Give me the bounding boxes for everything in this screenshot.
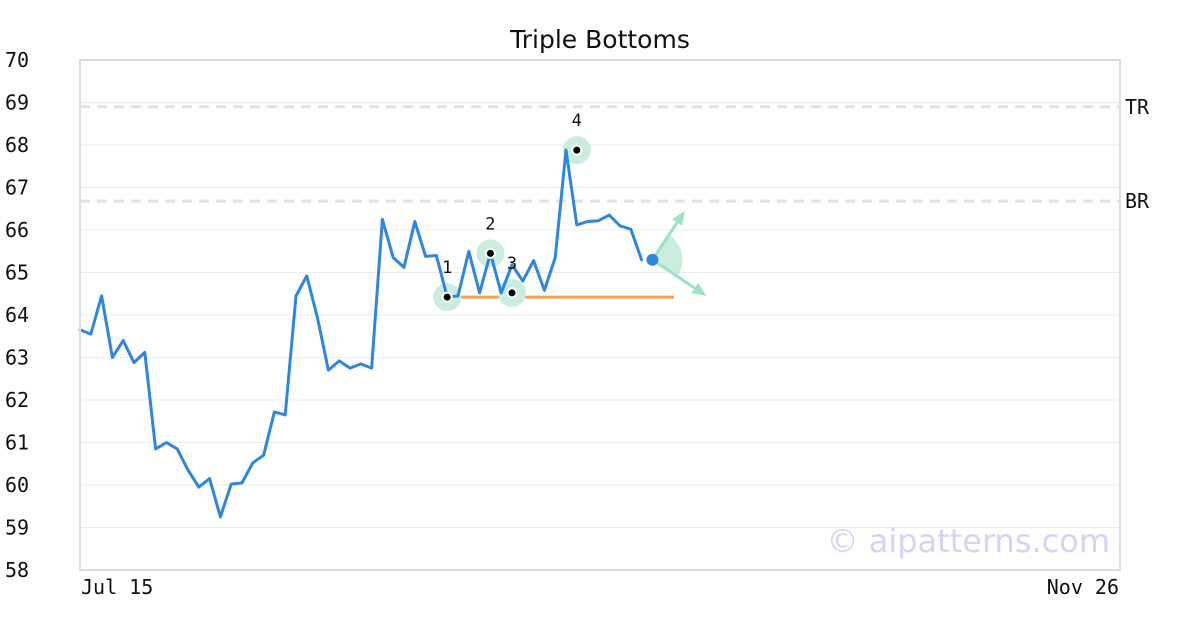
watermark: © aipatterns.com xyxy=(827,522,1110,560)
y-tick-label: 61 xyxy=(5,431,29,455)
direction-arrow-shaft xyxy=(651,258,696,290)
reference-line-label: TR xyxy=(1125,95,1150,119)
pattern-point-dot xyxy=(573,146,581,154)
y-tick-label: 62 xyxy=(5,388,29,412)
direction-wedge xyxy=(652,234,683,277)
reference-line-label: BR xyxy=(1125,189,1150,213)
y-axis-ticks: 70 69 68 67 66 65 64 63 62 61 60 59 58 xyxy=(5,48,29,582)
y-tick-label: 64 xyxy=(5,303,29,327)
current-price-point xyxy=(646,253,659,266)
x-tick-label: Nov 26 xyxy=(1047,575,1119,599)
y-tick-label: 68 xyxy=(5,133,29,157)
direction-arrow-head xyxy=(691,283,707,296)
price-series-layer xyxy=(78,148,644,519)
y-tick-label: 69 xyxy=(5,91,29,115)
y-tick-label: 58 xyxy=(5,558,29,582)
y-tick-label: 66 xyxy=(5,218,29,242)
y-tick-label: 63 xyxy=(5,346,29,370)
price-line xyxy=(78,148,644,519)
pattern-point-label: 4 xyxy=(572,111,582,131)
direction-arrow-shaft xyxy=(651,221,679,261)
x-axis-ticks: Jul 15 Nov 26 xyxy=(81,575,1119,599)
pattern-point-label: 1 xyxy=(442,258,452,278)
pattern-point-dot xyxy=(486,249,494,257)
pattern-point-label: 3 xyxy=(507,254,517,274)
y-tick-label: 59 xyxy=(5,516,29,540)
reference-lines: TR BR xyxy=(80,95,1150,213)
pattern-points: 1 23 4 xyxy=(441,111,659,303)
y-tick-label: 60 xyxy=(5,473,29,497)
y-tick-label: 65 xyxy=(5,261,29,285)
pattern-point-dot xyxy=(443,293,451,301)
x-tick-label: Jul 15 xyxy=(81,575,153,599)
pattern-point-label: 2 xyxy=(485,214,495,234)
direction-arrows xyxy=(651,210,707,296)
grid-layer xyxy=(80,102,1120,528)
chart-title: Triple Bottoms xyxy=(509,25,690,54)
pattern-point-dot xyxy=(508,289,516,297)
y-tick-label: 70 xyxy=(5,48,29,72)
direction-arrow-head xyxy=(672,210,685,226)
y-tick-label: 67 xyxy=(5,176,29,200)
plot-area-frame xyxy=(79,59,1121,571)
